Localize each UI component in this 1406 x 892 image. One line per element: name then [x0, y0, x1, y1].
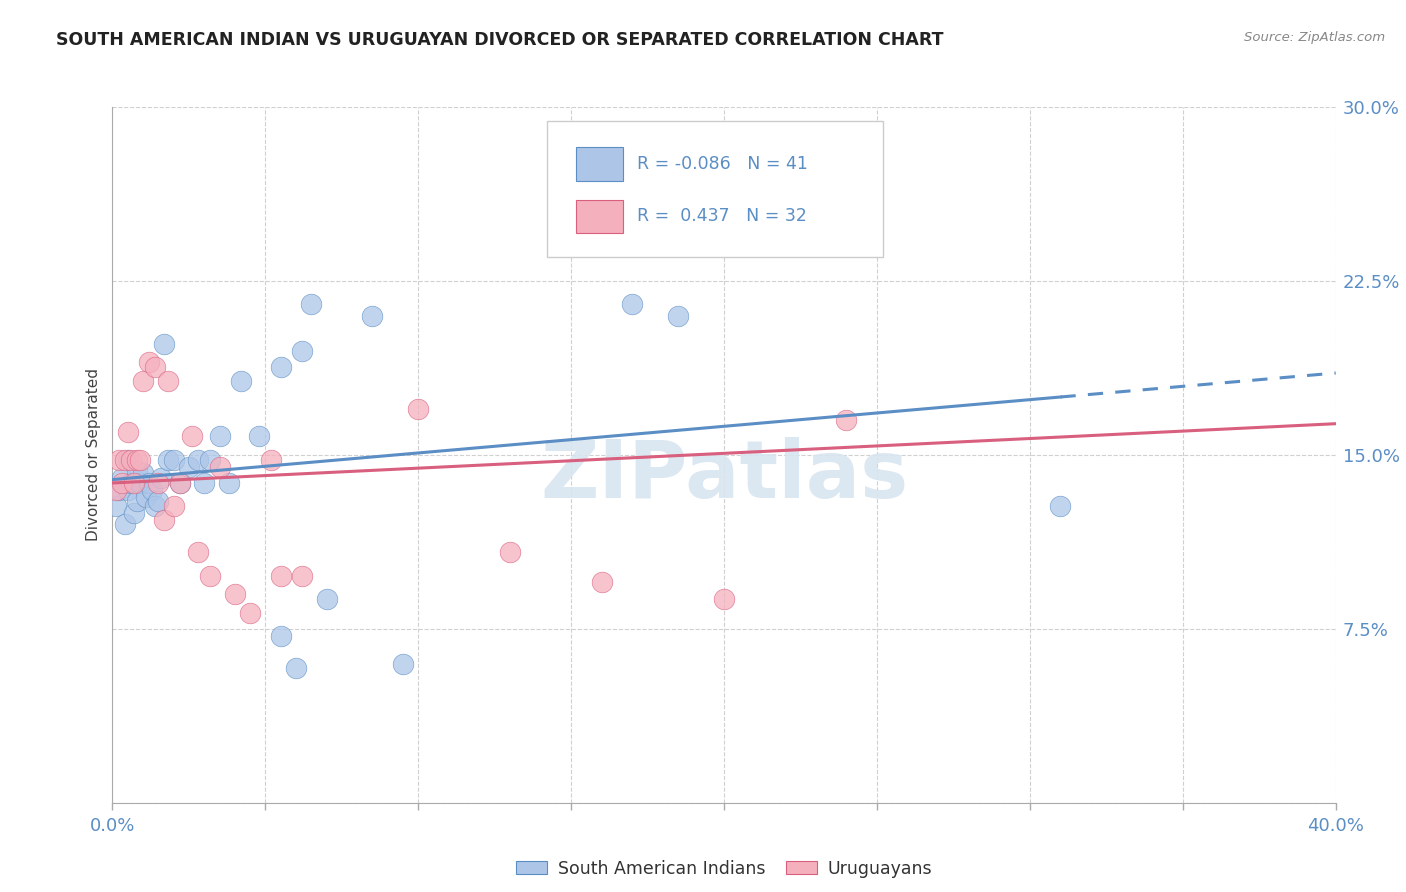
Y-axis label: Divorced or Separated: Divorced or Separated: [86, 368, 101, 541]
Point: [114, 517, 136, 532]
Point: [138, 355, 160, 369]
Point: [169, 475, 191, 490]
Point: [104, 499, 127, 513]
Point: [111, 475, 134, 490]
Point: [284, 661, 308, 675]
Point: [156, 374, 179, 388]
Point: [408, 401, 430, 416]
Point: [117, 483, 139, 497]
FancyBboxPatch shape: [576, 147, 623, 181]
Point: [169, 475, 191, 490]
Point: [224, 587, 246, 601]
Point: [187, 545, 209, 559]
Point: [153, 336, 176, 351]
Point: [361, 309, 384, 323]
Point: [143, 359, 166, 374]
Point: [143, 499, 166, 513]
Point: [1049, 499, 1071, 513]
Point: [208, 459, 231, 474]
Point: [153, 513, 176, 527]
Point: [107, 452, 129, 467]
Point: [120, 452, 142, 467]
Point: [141, 483, 163, 497]
Point: [114, 452, 136, 467]
Point: [666, 309, 689, 323]
Point: [163, 499, 186, 513]
Point: [208, 429, 231, 443]
FancyBboxPatch shape: [547, 121, 883, 257]
Point: [150, 471, 173, 485]
Point: [775, 135, 797, 149]
Point: [200, 568, 222, 582]
Point: [187, 452, 209, 467]
Point: [181, 429, 204, 443]
Point: [270, 568, 292, 582]
Point: [120, 475, 142, 490]
Point: [107, 483, 129, 497]
Point: [835, 413, 858, 427]
Point: [129, 475, 152, 490]
Point: [499, 545, 522, 559]
Point: [713, 591, 735, 606]
Point: [125, 494, 148, 508]
Point: [148, 494, 170, 508]
Point: [135, 490, 157, 504]
Point: [117, 452, 139, 467]
Point: [125, 464, 148, 478]
Point: [125, 452, 148, 467]
Text: R =  0.437   N = 32: R = 0.437 N = 32: [637, 207, 807, 226]
Point: [291, 568, 314, 582]
Point: [138, 475, 160, 490]
Text: Source: ZipAtlas.com: Source: ZipAtlas.com: [1244, 31, 1385, 45]
Point: [163, 452, 186, 467]
Point: [270, 629, 292, 643]
Point: [148, 475, 170, 490]
Point: [299, 297, 322, 311]
Point: [132, 467, 155, 481]
Point: [392, 657, 415, 671]
Point: [247, 429, 270, 443]
Point: [111, 471, 134, 485]
Text: ZIPatlas: ZIPatlas: [540, 437, 908, 515]
Text: R = -0.086   N = 41: R = -0.086 N = 41: [637, 155, 808, 173]
Point: [218, 475, 240, 490]
Point: [104, 483, 127, 497]
Point: [315, 591, 337, 606]
Point: [129, 452, 152, 467]
Point: [122, 506, 145, 520]
Text: SOUTH AMERICAN INDIAN VS URUGUAYAN DIVORCED OR SEPARATED CORRELATION CHART: SOUTH AMERICAN INDIAN VS URUGUAYAN DIVOR…: [56, 31, 943, 49]
Point: [270, 359, 292, 374]
Point: [200, 452, 222, 467]
Point: [156, 452, 179, 467]
Point: [117, 425, 139, 439]
Point: [122, 475, 145, 490]
Legend: South American Indians, Uruguayans: South American Indians, Uruguayans: [516, 860, 932, 878]
FancyBboxPatch shape: [576, 200, 623, 233]
Point: [239, 606, 262, 620]
Point: [132, 374, 155, 388]
Point: [591, 575, 613, 590]
Point: [621, 297, 644, 311]
Point: [193, 475, 215, 490]
Point: [177, 459, 200, 474]
Point: [229, 374, 252, 388]
Point: [291, 343, 314, 358]
Point: [260, 452, 283, 467]
